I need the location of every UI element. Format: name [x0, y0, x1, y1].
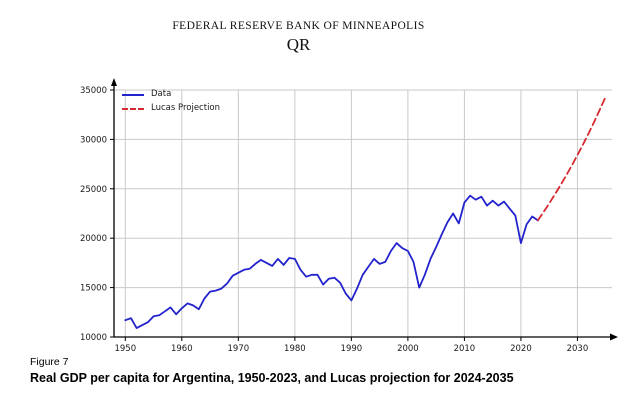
x-tick-label: 1970: [228, 344, 250, 354]
chart-canvas: 1950 1960 1970 1980 1990 2000 2010 2020 2030 1000…: [80, 78, 618, 354]
y-tick-label: 20000: [80, 234, 107, 244]
chart-legend: Data Lucas Projection: [122, 89, 220, 117]
x-tick-label: 2020: [510, 344, 532, 354]
x-tick-label: 2030: [567, 344, 589, 354]
header-publication: QR: [286, 35, 311, 54]
y-tick-label: 25000: [80, 185, 107, 195]
y-tick-label: 15000: [80, 284, 107, 294]
projection-line-sample: [122, 107, 144, 110]
data-line-sample: [122, 93, 144, 96]
legend-item-projection: Lucas Projection: [122, 103, 220, 114]
x-tick-label: 1950: [114, 344, 136, 354]
legend-label-data: Data: [151, 89, 172, 99]
y-tick-label: 35000: [80, 86, 107, 96]
x-tick-label: 1960: [171, 344, 193, 354]
y-tick-label: 30000: [80, 135, 107, 145]
document-header: FEDERAL RESERVE BANK OF MINNEAPOLIS QR: [0, 0, 597, 55]
figure-label: Figure 7: [30, 356, 69, 368]
gdp-chart: 1950 1960 1970 1980 1990 2000 2010 2020 2030 1000…: [0, 60, 629, 360]
x-axis-arrow-icon: [610, 333, 618, 341]
x-tick-label: 2000: [397, 344, 419, 354]
figure-title: Real GDP per capita for Argentina, 1950-…: [30, 371, 514, 385]
y-axis-arrow-icon: [111, 78, 117, 86]
projection-series-line: [537, 95, 607, 222]
data-series-line: [124, 194, 539, 330]
legend-label-projection: Lucas Projection: [151, 103, 221, 113]
x-tick-label: 2010: [454, 344, 476, 354]
header-org: FEDERAL RESERVE BANK OF MINNEAPOLIS: [172, 20, 425, 32]
legend-item-data: Data: [122, 89, 220, 100]
figure-caption-block: Figure 7 Real GDP per capita for Argenti…: [30, 356, 514, 385]
x-tick-label: 1980: [284, 344, 306, 354]
y-tick-label: 10000: [80, 333, 107, 343]
x-tick-label: 1990: [341, 344, 363, 354]
